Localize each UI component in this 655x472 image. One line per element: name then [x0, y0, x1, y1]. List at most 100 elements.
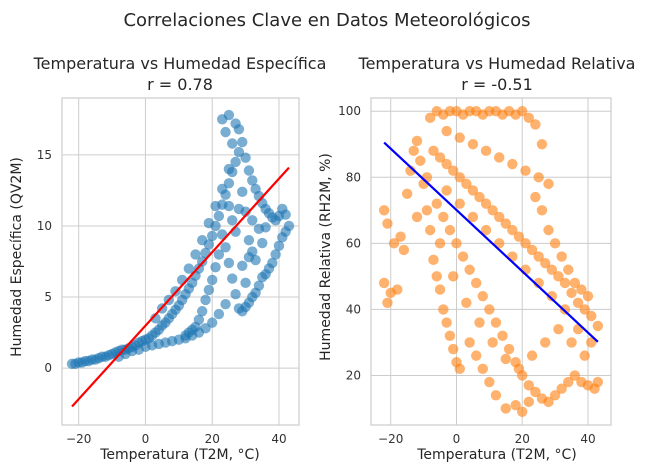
data-point [257, 271, 268, 283]
regression-line [383, 141, 599, 343]
data-point [467, 139, 479, 150]
data-point [464, 337, 475, 348]
data-point [421, 205, 433, 216]
data-point [378, 205, 390, 216]
data-point [210, 200, 221, 212]
data-point [494, 152, 505, 163]
data-point [217, 183, 228, 195]
data-point [526, 244, 538, 256]
data-point [230, 156, 241, 168]
data-point [203, 284, 215, 296]
gridlines [62, 98, 299, 425]
data-point [530, 119, 541, 130]
data-point [484, 376, 495, 388]
data-point [494, 211, 505, 223]
data-point [207, 274, 218, 286]
data-point [247, 175, 258, 186]
data-point [500, 403, 511, 414]
data-point [474, 191, 485, 203]
data-point [382, 218, 393, 229]
data-point [503, 343, 515, 355]
data-point [556, 383, 567, 394]
data-point [566, 287, 577, 299]
data-point [517, 106, 528, 117]
data-point [563, 264, 574, 275]
data-point [477, 290, 488, 302]
panel-subtitle: r = -0.51 [461, 75, 533, 94]
data-point [579, 350, 590, 361]
data-point [411, 135, 423, 147]
data-point [556, 251, 567, 262]
data-point [280, 209, 291, 220]
scatter-points [66, 109, 295, 370]
data-point [438, 304, 449, 315]
data-point [520, 238, 531, 249]
data-point [484, 304, 495, 315]
data-point [243, 234, 255, 246]
data-point [213, 249, 225, 260]
data-point [536, 205, 548, 216]
data-point [510, 399, 521, 411]
data-point [543, 178, 554, 190]
data-point [382, 297, 393, 308]
data-point [227, 215, 238, 226]
data-point [464, 264, 475, 275]
data-point [395, 231, 406, 242]
data-point [563, 376, 574, 388]
regression-line [71, 166, 290, 408]
data-point [507, 224, 518, 236]
data-point [230, 289, 241, 300]
data-point [549, 390, 561, 401]
data-point [220, 242, 231, 253]
data-point [243, 165, 255, 176]
y-tick-label: 100 [338, 104, 361, 118]
data-point [523, 380, 535, 391]
y-tick-label: 10 [37, 219, 52, 233]
x-tick-label: 0 [142, 432, 150, 446]
y-tick-label: 40 [346, 302, 361, 316]
data-point [513, 231, 525, 242]
data-point [586, 310, 597, 322]
data-point [546, 290, 558, 302]
data-point [223, 109, 235, 121]
data-point [471, 277, 482, 289]
data-point [378, 277, 390, 289]
data-point [454, 132, 465, 143]
data-point [474, 317, 485, 328]
data-point [441, 125, 452, 137]
data-point [223, 200, 235, 212]
data-point [576, 284, 587, 295]
data-point [392, 284, 403, 295]
data-point [428, 254, 439, 266]
data-point [431, 271, 442, 282]
data-point [586, 337, 597, 348]
data-point [237, 186, 248, 198]
data-point [543, 396, 554, 408]
data-point [569, 277, 581, 289]
panel-subtitle: r = 0.78 [147, 75, 213, 94]
data-point [530, 191, 541, 203]
data-point [533, 172, 544, 183]
data-point [444, 330, 456, 342]
data-point [454, 363, 465, 375]
x-tick-label: 20 [515, 432, 530, 446]
panel-title: Temperatura vs Humedad Relativa [358, 54, 636, 73]
data-point [207, 317, 218, 328]
figure-suptitle: Correlaciones Clave en Datos Meteorológi… [123, 10, 530, 31]
data-point [220, 126, 231, 138]
data-point [223, 163, 235, 175]
data-point [592, 320, 604, 332]
y-tick-label: 20 [346, 368, 361, 382]
data-point [592, 376, 604, 388]
data-point [467, 185, 479, 196]
data-point [428, 145, 439, 157]
y-tick-label: 80 [346, 170, 361, 184]
data-point [543, 224, 554, 236]
data-point [424, 112, 436, 124]
data-point [434, 152, 446, 163]
x-tick-label: 0 [453, 432, 461, 446]
data-point [434, 238, 446, 249]
data-point [220, 298, 231, 310]
data-point [431, 198, 442, 209]
